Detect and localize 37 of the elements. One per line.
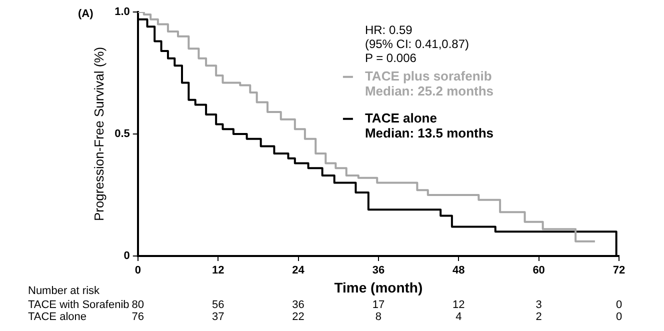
y-tick-label: 0	[124, 250, 130, 262]
text: 76	[132, 311, 144, 324]
text: 17	[372, 299, 385, 312]
annotation: (95% CI: 0.41,0.87)	[364, 37, 470, 52]
text: 0	[616, 311, 622, 324]
y-tick-label: 0.5	[114, 128, 130, 140]
text: Number at risk	[28, 285, 100, 298]
text: 37	[212, 311, 224, 324]
x-tick-label: 60	[532, 264, 545, 277]
text: 56	[212, 299, 224, 312]
annotation: P = 0.006	[364, 51, 417, 66]
text: 3	[536, 299, 542, 312]
x-tick-label: 72	[612, 264, 626, 277]
text: TACE with Sorafenib	[28, 299, 130, 312]
text: (A)	[78, 8, 94, 20]
text: 2	[536, 311, 542, 324]
text: 0	[616, 299, 622, 312]
text: 80	[132, 299, 144, 312]
x-tick-label: 24	[292, 264, 306, 277]
x-tick-label: 36	[372, 264, 385, 277]
text: 8	[375, 311, 382, 324]
x-tick-label: 0	[134, 264, 141, 277]
annotation: HR: 0.59	[364, 23, 413, 38]
text: TACE alone	[28, 311, 86, 324]
text: 4	[456, 311, 462, 324]
legend-label: TACE plus sorafenib	[364, 68, 492, 84]
annotation: Median: 13.5 months	[364, 125, 494, 140]
legend-label: TACE alone	[364, 110, 437, 126]
y-tick-label: 1.0	[114, 6, 130, 18]
text: 22	[292, 311, 304, 324]
x-axis-title: Time (month)	[334, 279, 423, 296]
x-tick-label: 12	[212, 264, 224, 277]
annotation: Median: 25.2 months	[364, 83, 494, 98]
text: 36	[292, 299, 304, 312]
y-axis-title: Progression-Free Survival (%)	[91, 46, 106, 222]
x-tick-label: 48	[452, 264, 465, 277]
text: 12	[452, 299, 465, 312]
